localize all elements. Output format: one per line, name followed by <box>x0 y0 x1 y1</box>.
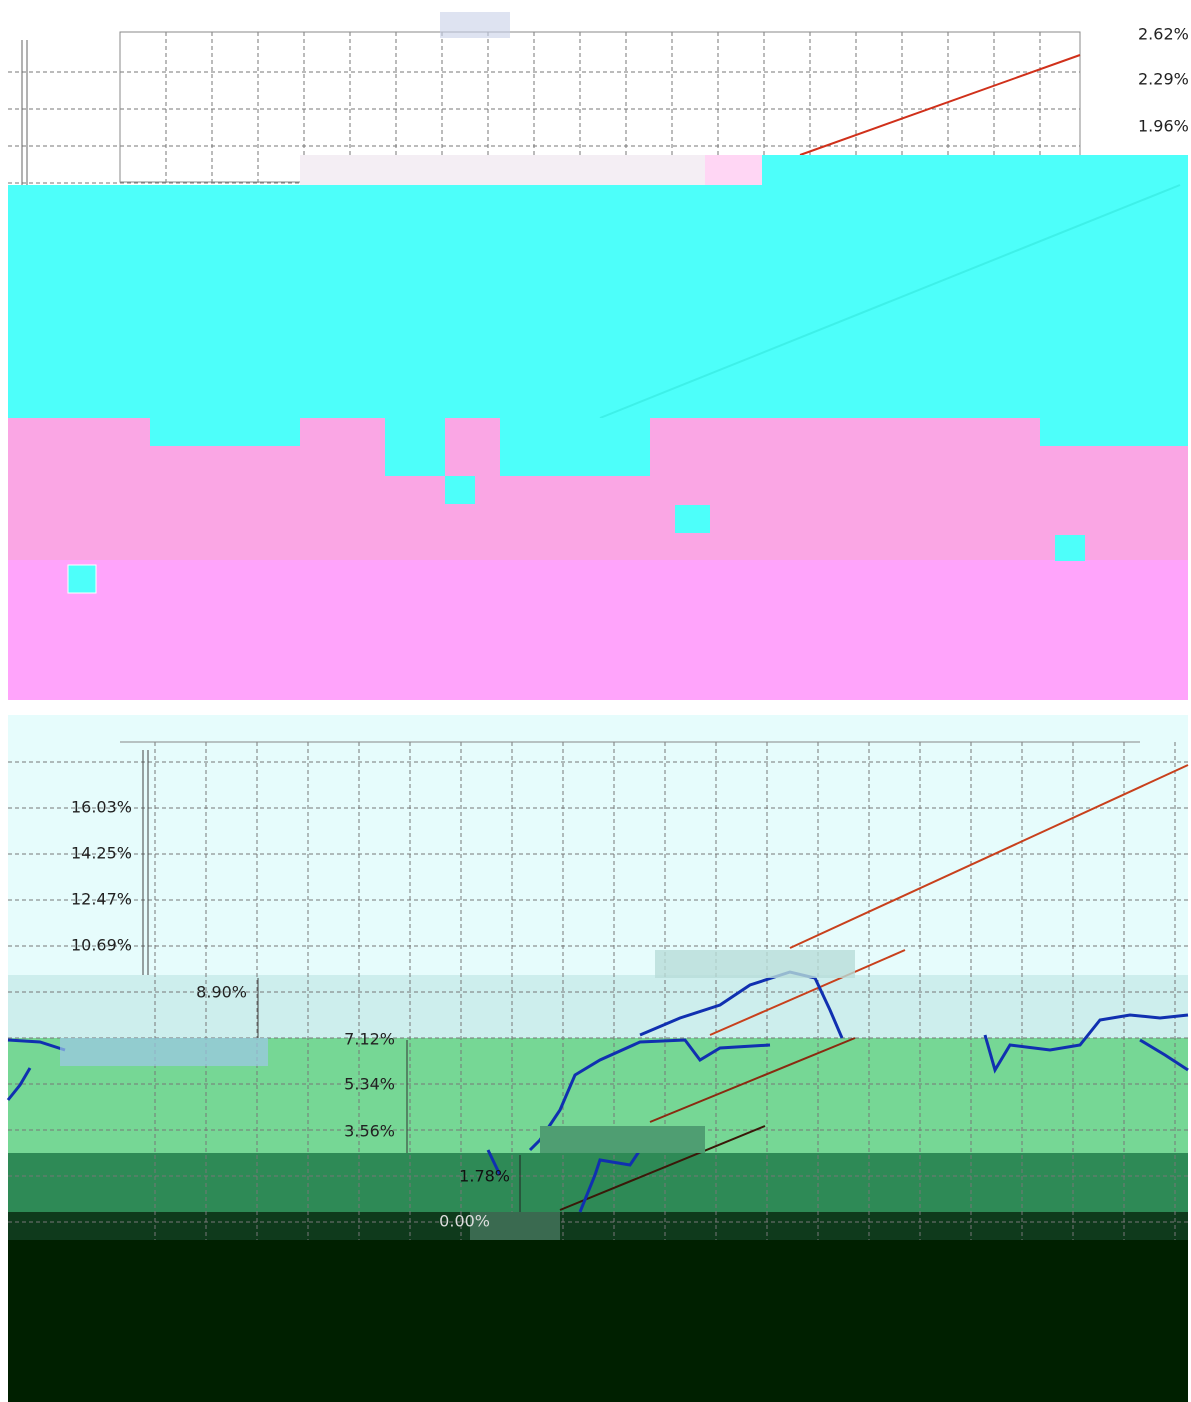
trend-line <box>789 764 1189 949</box>
trend-line <box>649 1037 856 1123</box>
y-tick-label: 2.62% <box>1138 25 1189 44</box>
series-line <box>486 1138 642 1213</box>
series-line <box>639 970 844 1039</box>
y-tick-label: 1.78% <box>459 1167 510 1186</box>
glitch-band <box>8 1212 1188 1240</box>
y-tick-label: 2.29% <box>1138 70 1189 89</box>
glitch-block <box>60 1038 268 1066</box>
glitch-block <box>705 155 762 185</box>
glitch-block <box>445 476 475 504</box>
y-tick-label: 3.56% <box>344 1122 395 1141</box>
glitch-block <box>540 1126 705 1153</box>
glitch-block <box>655 950 855 978</box>
y-tick-label: 5.34% <box>344 1075 395 1094</box>
glitch-region <box>8 560 1188 700</box>
glitch-block <box>440 12 510 38</box>
series-line <box>6 1013 1189 1141</box>
trend-line <box>709 949 906 1036</box>
y-tick-label: 14.25% <box>71 844 132 863</box>
glitch-block <box>470 1212 560 1240</box>
glitch-band <box>8 1240 1188 1402</box>
bottom-chart-background <box>8 715 1188 975</box>
y-tick-label: 10.69% <box>71 936 132 955</box>
glitch-block <box>500 418 650 476</box>
glitch-line <box>599 184 1181 419</box>
y-tick-label: 16.03% <box>71 798 132 817</box>
glitch-block <box>300 155 762 185</box>
labels: 2.62% 2.29% 1.96% 16.03% 14.25% 12.47% 10.69% 8… <box>71 25 1189 1231</box>
glitch-region <box>8 185 1188 418</box>
trend-line <box>559 1125 766 1211</box>
glitch-block <box>67 564 97 594</box>
y-tick-label: 7.12% <box>344 1030 395 1049</box>
y-tick-label: 1.96% <box>1138 117 1189 136</box>
y-tick-label: 12.47% <box>71 890 132 909</box>
glitch-block <box>1040 418 1188 446</box>
glitch-region <box>762 155 1188 185</box>
y-tick-label: 0.00% <box>439 1212 490 1231</box>
glitch-block <box>675 505 710 533</box>
glitch-block <box>1055 535 1085 561</box>
y-tick-label: 8.90% <box>196 983 247 1002</box>
glitch-block <box>385 418 445 476</box>
trend-line <box>799 54 1081 156</box>
glitch-block <box>150 418 300 446</box>
glitch-band <box>8 975 1188 1038</box>
